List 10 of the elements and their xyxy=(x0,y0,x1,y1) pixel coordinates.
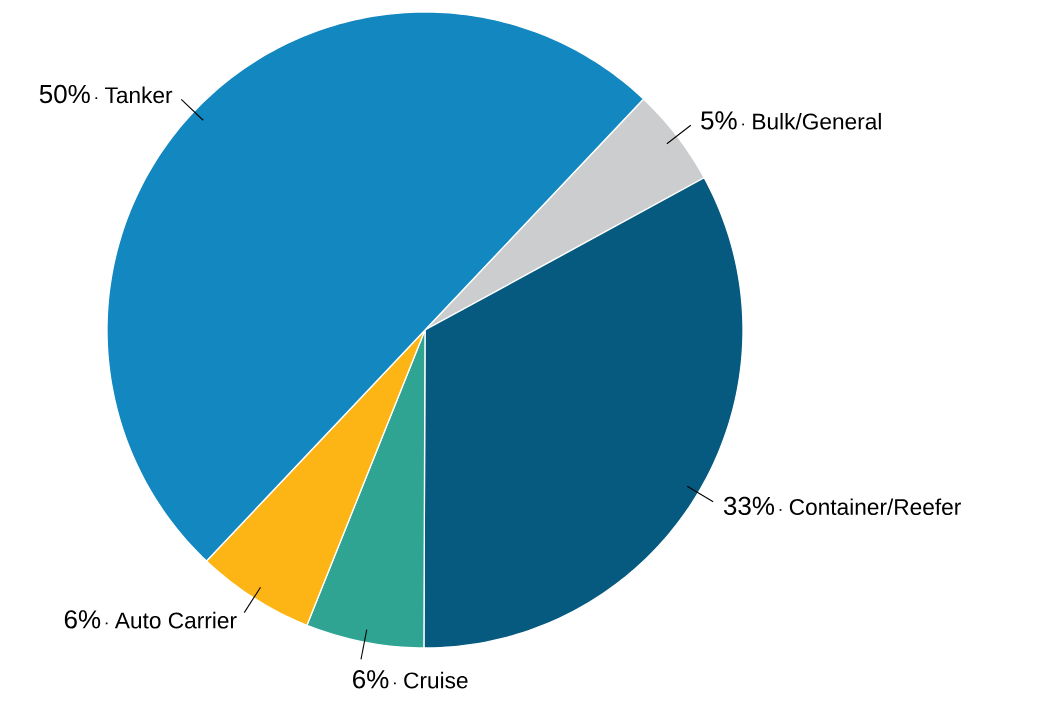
slice-label: Container/Reefer xyxy=(789,498,961,516)
slice-label: Tanker xyxy=(105,86,173,104)
data-label: 6% xyxy=(64,610,101,629)
slice-label: Auto Carrier xyxy=(114,611,237,629)
data-label: 6% xyxy=(353,670,389,689)
data-label: 5% xyxy=(701,111,737,130)
data-label: 50% xyxy=(39,84,90,104)
slice-label: Cruise xyxy=(404,671,468,689)
slice-label: Bulk/General xyxy=(753,112,881,130)
data-label: 33% xyxy=(723,496,775,516)
